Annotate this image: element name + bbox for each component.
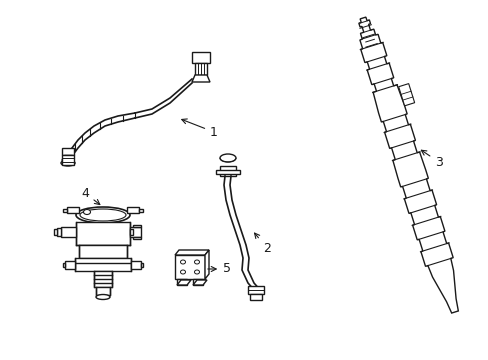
Ellipse shape	[62, 158, 74, 162]
Text: 4: 4	[81, 186, 100, 204]
Polygon shape	[249, 294, 262, 300]
Polygon shape	[247, 286, 264, 294]
Ellipse shape	[96, 294, 110, 300]
Polygon shape	[204, 250, 208, 279]
Text: 1: 1	[182, 119, 218, 139]
Polygon shape	[62, 148, 74, 155]
Polygon shape	[65, 261, 75, 269]
Polygon shape	[195, 63, 206, 75]
Polygon shape	[57, 228, 61, 236]
Ellipse shape	[180, 270, 185, 274]
Polygon shape	[139, 209, 142, 212]
Polygon shape	[193, 279, 203, 285]
Polygon shape	[192, 52, 209, 63]
Polygon shape	[192, 75, 209, 82]
Text: 2: 2	[254, 233, 270, 255]
Ellipse shape	[83, 210, 90, 215]
Ellipse shape	[180, 260, 185, 264]
Polygon shape	[64, 155, 72, 160]
Polygon shape	[220, 166, 236, 176]
Polygon shape	[75, 258, 131, 271]
Ellipse shape	[220, 154, 236, 162]
Polygon shape	[61, 227, 76, 237]
Polygon shape	[63, 263, 65, 267]
Text: 5: 5	[207, 262, 230, 275]
Polygon shape	[94, 271, 112, 287]
Polygon shape	[193, 280, 206, 285]
Ellipse shape	[194, 260, 199, 264]
Polygon shape	[133, 237, 141, 239]
Polygon shape	[67, 207, 79, 213]
Polygon shape	[76, 222, 130, 245]
Ellipse shape	[76, 207, 130, 223]
Polygon shape	[141, 263, 142, 267]
Ellipse shape	[80, 209, 126, 221]
Polygon shape	[96, 287, 110, 295]
Polygon shape	[130, 227, 141, 237]
Polygon shape	[133, 225, 141, 227]
Polygon shape	[54, 229, 57, 235]
Polygon shape	[131, 261, 141, 269]
Polygon shape	[175, 250, 208, 255]
Ellipse shape	[61, 160, 75, 166]
Polygon shape	[127, 207, 139, 213]
Polygon shape	[79, 245, 127, 258]
Polygon shape	[130, 229, 133, 235]
Polygon shape	[358, 17, 457, 313]
Polygon shape	[398, 84, 414, 106]
Polygon shape	[175, 255, 204, 279]
Text: 3: 3	[421, 150, 442, 168]
Polygon shape	[177, 279, 186, 285]
Polygon shape	[63, 209, 67, 212]
Polygon shape	[216, 170, 240, 174]
Ellipse shape	[194, 270, 199, 274]
Polygon shape	[62, 155, 74, 165]
Polygon shape	[177, 280, 191, 285]
